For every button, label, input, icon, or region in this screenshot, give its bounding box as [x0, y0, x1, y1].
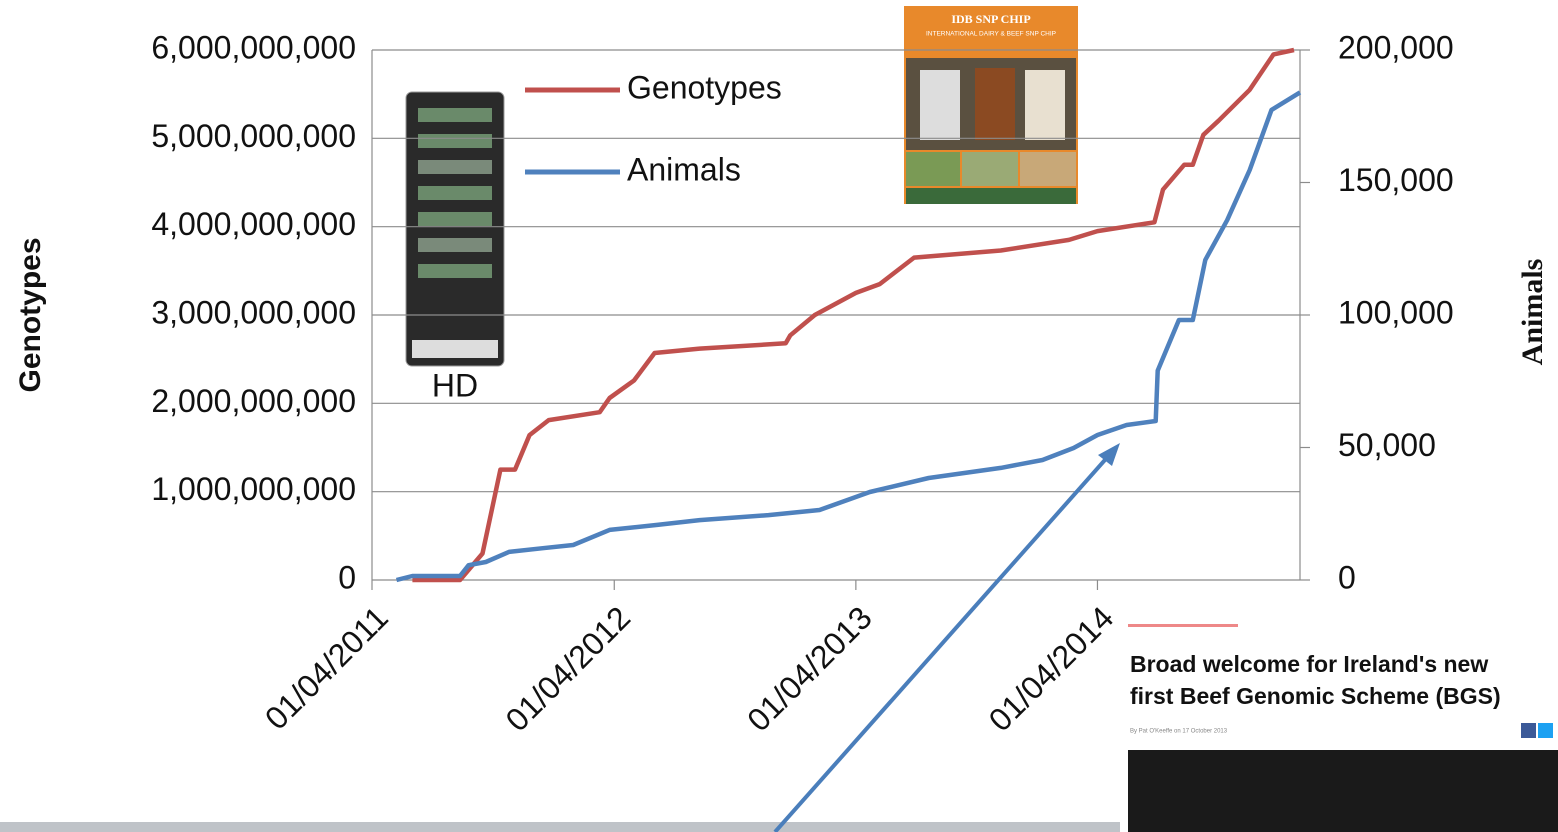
chip-stripe — [418, 134, 492, 148]
facebook-icon[interactable] — [1521, 723, 1536, 738]
y2-tick-label: 100,000 — [1338, 294, 1454, 330]
hd-chip-image: HD — [405, 91, 505, 403]
hd-label: HD — [432, 367, 478, 403]
y2-tick-label: 0 — [1338, 559, 1356, 595]
x-tick-label: 01/04/2014 — [982, 599, 1121, 738]
chip-body — [405, 91, 505, 367]
chip-barcode — [412, 340, 498, 358]
legend-label: Animals — [627, 151, 741, 187]
article-headline: Broad welcome for Ireland's new — [1130, 651, 1488, 677]
chip-stripe — [418, 212, 492, 226]
x-tick-label: 01/04/2012 — [498, 599, 637, 738]
y-tick-label: 0 — [338, 559, 356, 595]
idb-cover-image: IDB SNP CHIP INTERNATIONAL DAIRY & BEEF … — [904, 6, 1078, 204]
y-tick-label: 2,000,000,000 — [151, 383, 356, 419]
x-tick-label: 01/04/2011 — [258, 599, 395, 736]
chip-stripe — [418, 160, 492, 174]
y2-tick-label: 150,000 — [1338, 162, 1454, 198]
bottom-strip — [0, 822, 1120, 832]
y-tick-label: 4,000,000,000 — [151, 206, 356, 242]
cover-footer — [906, 188, 1076, 204]
cow — [920, 70, 960, 140]
series-line — [412, 47, 1295, 583]
arrowhead — [1098, 443, 1120, 466]
chip-stripe — [418, 264, 492, 278]
y-axis-title: Genotypes — [14, 237, 47, 392]
article-photo — [1128, 750, 1558, 832]
x-tick-label: 01/04/2013 — [740, 599, 879, 738]
twitter-icon[interactable] — [1538, 723, 1553, 738]
y-tick-label: 3,000,000,000 — [151, 294, 356, 330]
series-line — [395, 90, 1302, 583]
y2-tick-label: 50,000 — [1338, 427, 1436, 463]
y-tick-label: 1,000,000,000 — [151, 471, 356, 507]
y-tick-label: 6,000,000,000 — [151, 29, 356, 65]
article-breadcrumb — [1128, 624, 1238, 627]
chip-stripe — [418, 238, 492, 252]
y2-axis-title: Animals — [1516, 259, 1549, 366]
arrow — [773, 450, 1114, 832]
y-tick-label: 5,000,000,000 — [151, 118, 356, 154]
cover-subtitle: INTERNATIONAL DAIRY & BEEF SNP CHIP — [926, 31, 1056, 38]
cover-title: IDB SNP CHIP — [951, 12, 1030, 26]
y2-tick-label: 200,000 — [1338, 29, 1454, 65]
cow — [975, 68, 1015, 140]
cow — [1025, 70, 1065, 140]
legend-label: Genotypes — [627, 69, 782, 105]
cover-photo — [906, 152, 960, 186]
cover-photo — [962, 152, 1018, 186]
article-byline: By Pat O'Keeffe on 17 October 2013 — [1130, 729, 1228, 735]
chip-stripe — [418, 186, 492, 200]
article-snippet: Broad welcome for Ireland's new first Be… — [1120, 618, 1558, 832]
cover-photo — [1020, 152, 1076, 186]
chip-stripe — [418, 108, 492, 122]
article-headline: first Beef Genomic Scheme (BGS) — [1130, 683, 1501, 709]
